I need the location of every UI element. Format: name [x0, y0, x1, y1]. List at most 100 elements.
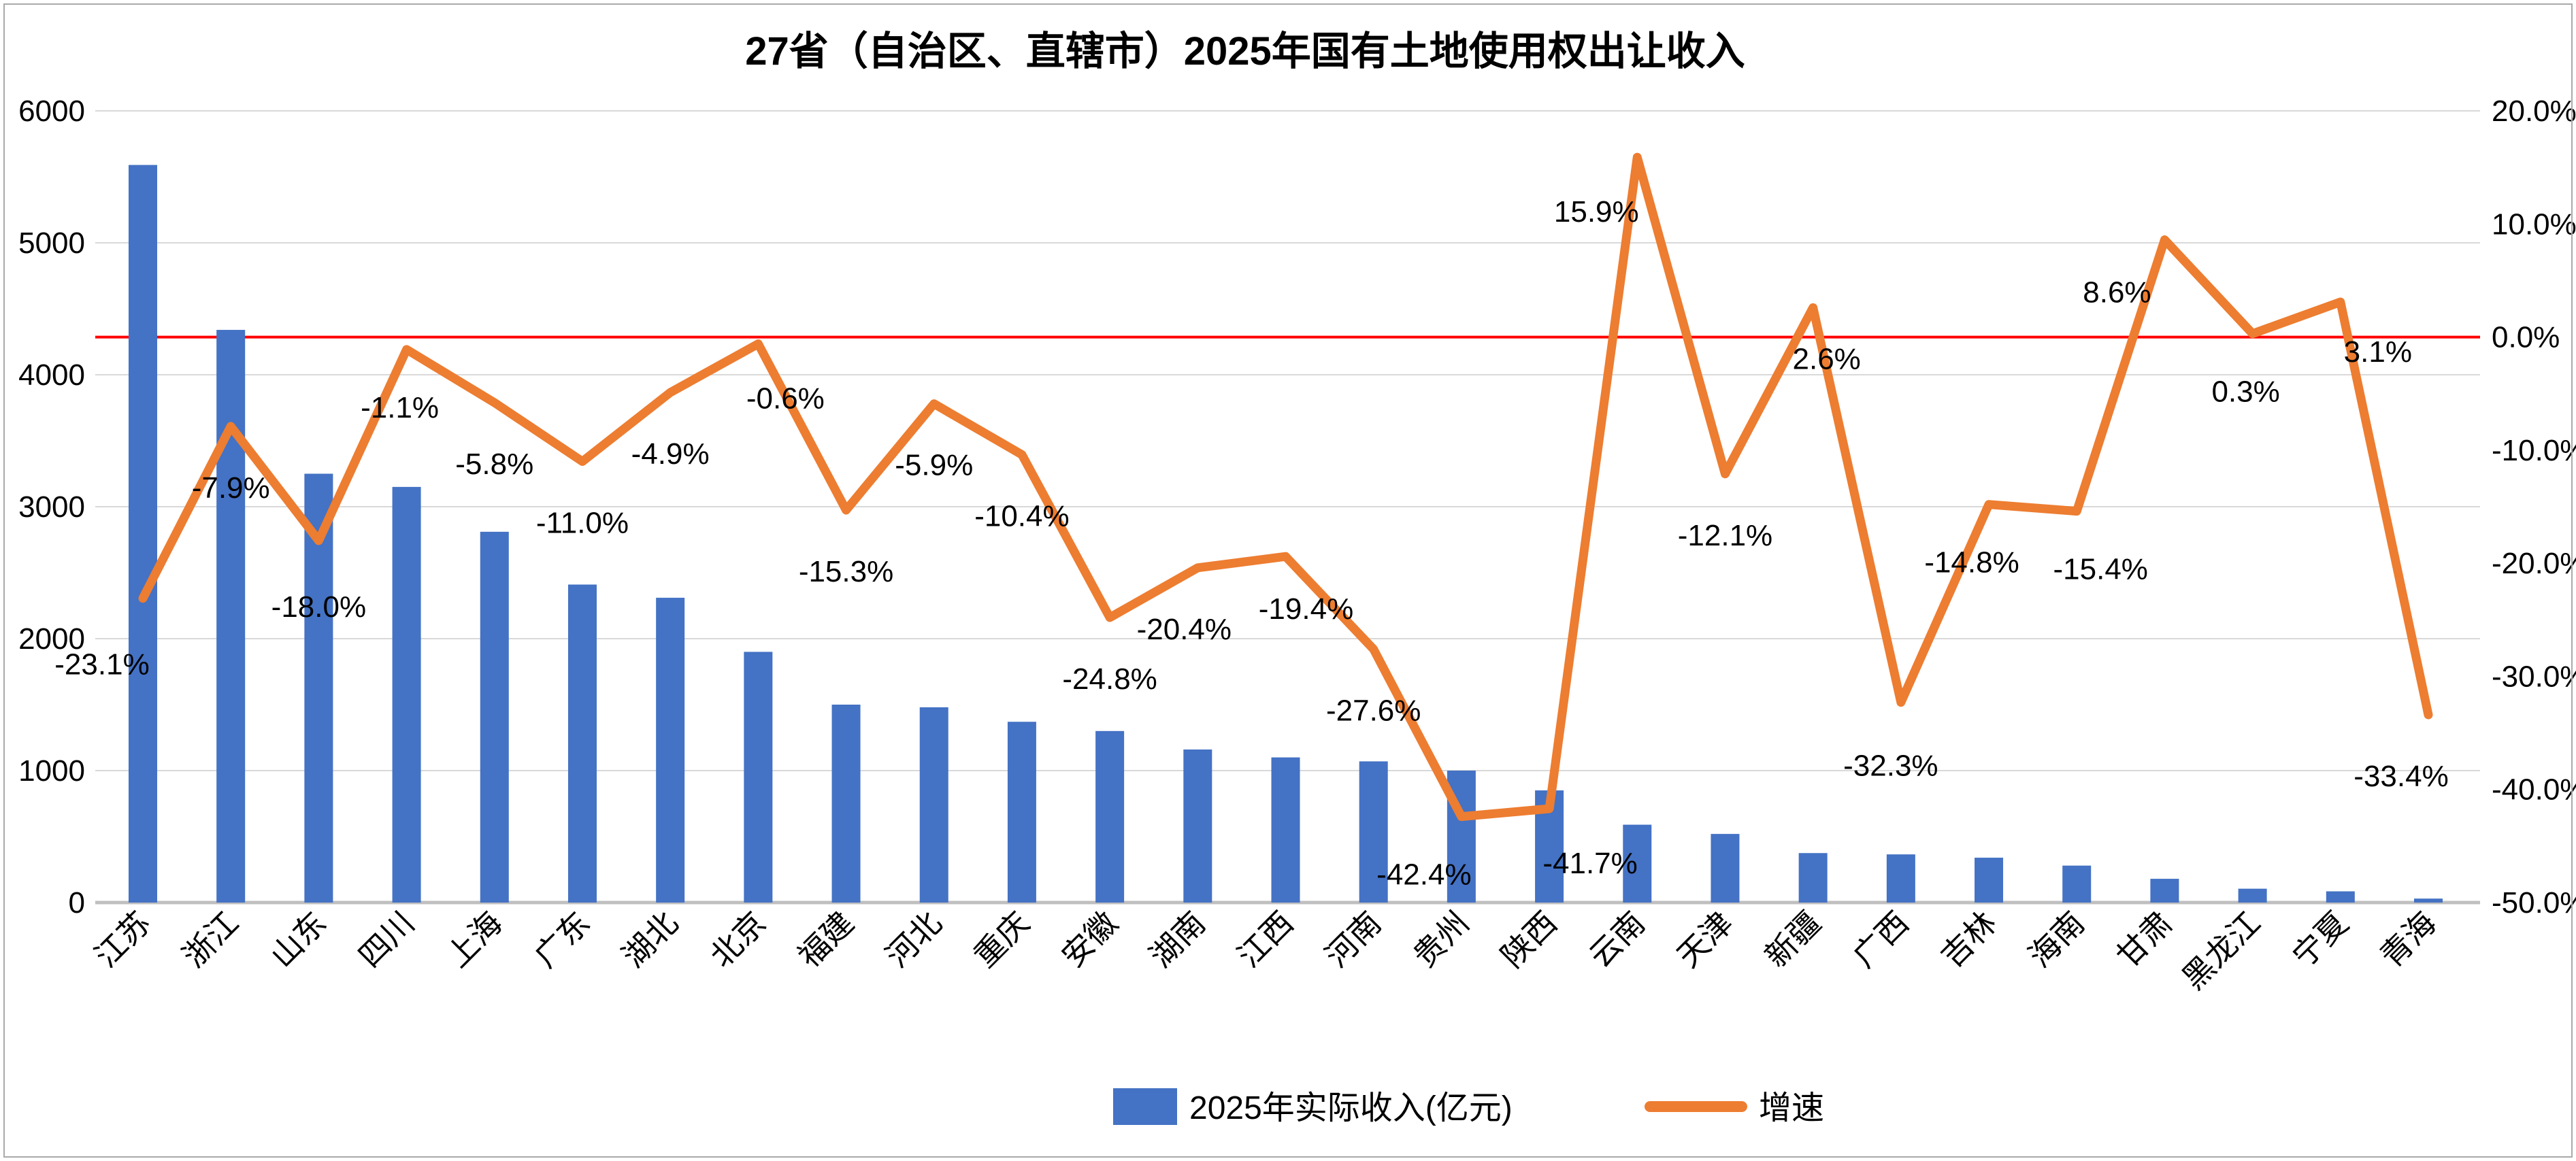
category-label-河南: 河南 [1319, 905, 1388, 974]
growth-label-安徽: -24.8% [1062, 662, 1157, 696]
growth-label-河南: -27.6% [1326, 694, 1421, 728]
growth-label-天津: -12.1% [1678, 519, 1772, 552]
left-axis-ticks: 0 1000 2000 3000 4000 5000 6000 [18, 95, 85, 920]
growth-label-福建: -15.3% [799, 555, 893, 588]
chart-title: 27省（自治区、直辖市）2025年国有土地使用权出让收入 [745, 29, 1745, 73]
right-axis-tick-label: -20.0% [2492, 547, 2576, 580]
right-axis-tick-label: -10.0% [2492, 434, 2576, 467]
growth-label-上海: -5.8% [455, 448, 533, 481]
bar-江苏 [129, 165, 157, 903]
growth-label-云南: 15.9% [1554, 195, 1639, 229]
bar-广西 [1886, 854, 1915, 903]
left-axis-tick-label: 6000 [18, 95, 85, 128]
bar-北京 [744, 652, 773, 903]
bar-广东 [567, 584, 597, 903]
bar-上海 [480, 531, 509, 903]
category-label-云南: 云南 [1583, 905, 1652, 974]
bar-湖南 [1183, 749, 1212, 903]
growth-label-重庆: -10.4% [974, 500, 1069, 533]
category-label-上海: 上海 [440, 905, 509, 974]
category-label-海南: 海南 [2021, 905, 2091, 974]
left-axis-tick-label: 0 [69, 886, 85, 920]
bar-重庆 [1007, 722, 1036, 903]
category-axis-labels: 江苏 浙江 山东 四川 上海 广东 湖北 北京 福建 河北 重庆 安徽 湖南 江西 河南 贵州 陕西 云南 天津 新疆… [88, 905, 2443, 996]
growth-label-北京: -0.6% [746, 382, 825, 416]
left-axis-tick-label: 1000 [18, 754, 85, 788]
bar-海南 [2062, 865, 2092, 903]
left-axis-tick-label: 4000 [18, 358, 85, 392]
growth-label-宁夏: 3.1% [2344, 335, 2412, 369]
right-axis-tick-label: 0.0% [2492, 321, 2560, 354]
category-label-甘肃: 甘肃 [2110, 905, 2179, 974]
right-axis-tick-label: -40.0% [2492, 773, 2576, 807]
right-axis-tick-label: 20.0% [2492, 95, 2576, 128]
bar-湖北 [656, 597, 685, 903]
growth-label-江苏: -23.1% [54, 648, 149, 682]
category-label-新疆: 新疆 [1758, 905, 1828, 974]
bar-黑龙江 [2238, 888, 2267, 903]
bar-甘肃 [2150, 879, 2179, 903]
bar-四川 [392, 486, 421, 903]
right-axis-tick-label: -50.0% [2492, 886, 2576, 920]
left-axis-tick-label: 2000 [18, 622, 85, 656]
bar-宁夏 [2326, 891, 2355, 903]
bar-series [129, 165, 2443, 903]
bar-浙江 [216, 330, 246, 903]
category-label-江苏: 江苏 [88, 905, 157, 974]
growth-label-河北: -5.9% [895, 449, 973, 482]
category-label-河北: 河北 [879, 905, 948, 974]
category-label-吉林: 吉林 [1934, 905, 2003, 974]
legend-line-label: 增速 [1759, 1090, 1824, 1126]
legend-bar-label: 2025年实际收入(亿元) [1189, 1090, 1513, 1126]
left-axis-tick-label: 3000 [18, 490, 85, 524]
legend: 2025年实际收入(亿元) 增速 [1113, 1088, 1824, 1126]
growth-label-湖南: -20.4% [1137, 613, 1232, 646]
growth-label-湖北: -4.9% [631, 437, 710, 471]
category-label-浙江: 浙江 [176, 905, 245, 974]
growth-label-新疆: 2.6% [1793, 342, 1861, 375]
category-label-天津: 天津 [1670, 905, 1740, 974]
legend-bar-swatch [1113, 1088, 1177, 1125]
bar-青海 [2414, 898, 2443, 903]
growth-label-广东: -11.0% [536, 506, 629, 539]
growth-label-广西: -32.3% [1843, 750, 1938, 783]
category-label-重庆: 重庆 [967, 905, 1036, 974]
category-label-四川: 四川 [352, 905, 421, 974]
category-label-贵州: 贵州 [1406, 905, 1476, 974]
category-label-山东: 山东 [264, 905, 333, 974]
growth-label-吉林: -14.8% [1924, 546, 2019, 579]
bar-河南 [1359, 761, 1388, 903]
category-label-湖南: 湖南 [1143, 905, 1212, 974]
bar-河北 [919, 707, 948, 903]
growth-line [138, 152, 2433, 822]
growth-line-series [138, 152, 2433, 822]
growth-label-黑龙江: 0.3% [2211, 375, 2279, 409]
growth-label-四川: -1.1% [361, 391, 439, 424]
growth-label-陕西: -41.7% [1542, 847, 1637, 880]
category-label-安徽: 安徽 [1055, 905, 1124, 974]
bar-山东 [304, 473, 333, 903]
category-label-广西: 广西 [1846, 905, 1915, 974]
growth-label-江西: -19.4% [1259, 592, 1353, 626]
bar-福建 [831, 705, 861, 903]
category-label-宁夏: 宁夏 [2285, 905, 2355, 974]
category-label-湖北: 湖北 [615, 905, 684, 974]
bar-天津 [1711, 834, 1740, 903]
category-label-黑龙江: 黑龙江 [2175, 905, 2266, 996]
right-axis-ticks: 20.0% 10.0% 0.0% -10.0% -20.0% -30.0% -40.0% -5… [2492, 95, 2576, 920]
bar-新疆 [1798, 853, 1828, 903]
growth-label-甘肃: 8.6% [2083, 276, 2151, 309]
category-label-陕西: 陕西 [1494, 905, 1564, 974]
right-axis-tick-label: 10.0% [2492, 207, 2576, 241]
category-label-北京: 北京 [704, 905, 773, 974]
category-label-福建: 福建 [791, 905, 861, 974]
growth-label-贵州: -42.4% [1376, 858, 1471, 892]
growth-label-山东: -18.0% [271, 590, 366, 624]
category-label-江西: 江西 [1231, 905, 1300, 974]
bar-江西 [1271, 757, 1300, 903]
right-axis-tick-label: -30.0% [2492, 660, 2576, 693]
bar-吉林 [1975, 858, 2004, 903]
bar-安徽 [1095, 730, 1125, 903]
